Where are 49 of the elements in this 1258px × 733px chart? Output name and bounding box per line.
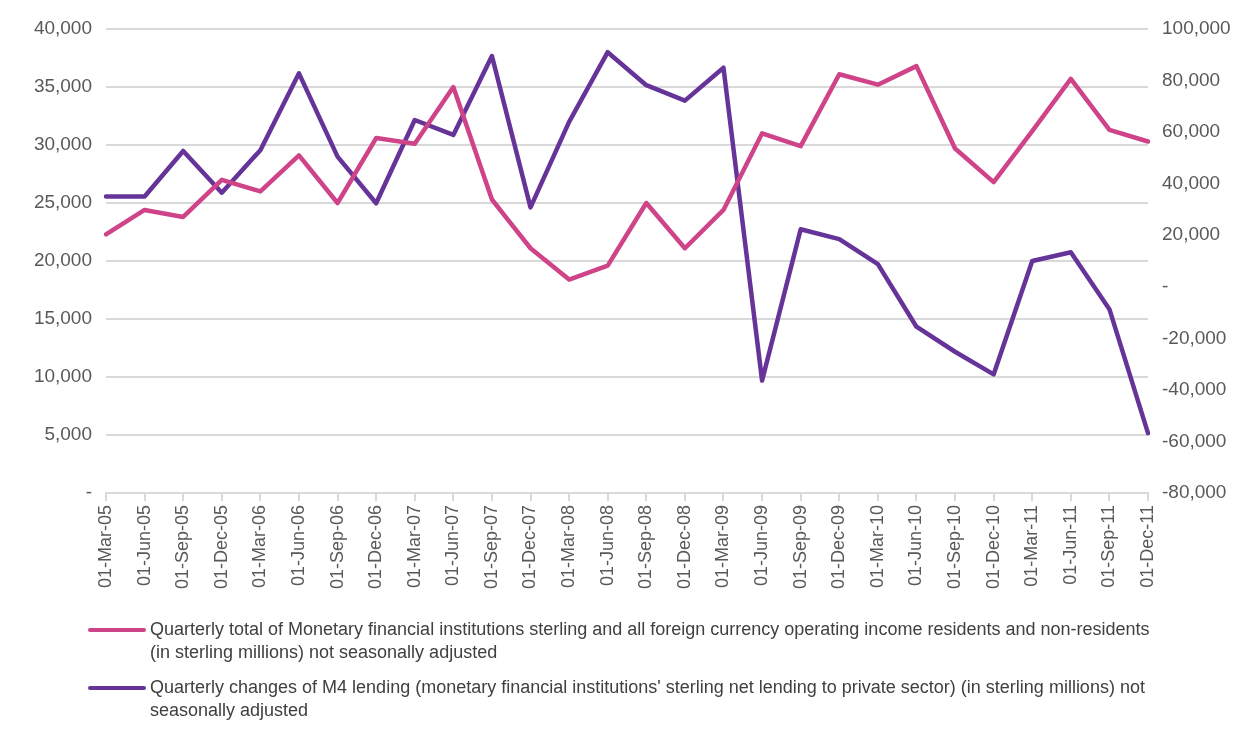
x-tick-label: 01-Jun-05 [133, 505, 154, 587]
y-tick-label: 25,000 [33, 191, 92, 213]
y-tick-label: 35,000 [33, 75, 92, 97]
y-tick-label: 20,000 [33, 249, 92, 271]
x-tick-label: 01-Sep-11 [1098, 505, 1119, 588]
y-tick-label: 10,000 [33, 365, 92, 387]
x-tick-label: 01-Dec-08 [673, 505, 694, 590]
y2-tick-label: - [1162, 275, 1169, 297]
y-tick-label: - [85, 481, 92, 503]
x-tick-label: 01-Mar-06 [249, 505, 270, 589]
x-tick-label: 01-Dec-09 [828, 505, 849, 590]
x-tick-label: 01-Dec-11 [1136, 505, 1157, 588]
y2-tick-label: 60,000 [1162, 120, 1221, 142]
y2-tick-label: 40,000 [1162, 171, 1221, 193]
x-tick-label: 01-Mar-07 [403, 505, 424, 589]
y2-tick-label: 100,000 [1162, 17, 1231, 39]
y2-tick-label: 80,000 [1162, 68, 1221, 90]
y2-tick-label: -20,000 [1162, 326, 1227, 348]
x-tick-label: 01-Mar-08 [558, 505, 579, 589]
x-tick-label: 01-Mar-09 [712, 505, 733, 589]
x-tick-label: 01-Jun-10 [905, 505, 926, 587]
y-tick-label: 30,000 [33, 133, 92, 155]
legend-label: Quarterly changes of M4 lending (monetary financial institutions' sterling net lending to private sector) (in sterling millions) not seasonally adjusted [150, 676, 1146, 722]
y2-tick-label: -80,000 [1162, 481, 1227, 503]
y2-tick-label: 20,000 [1162, 223, 1221, 245]
x-tick-label: 01-Jun-06 [287, 505, 308, 587]
x-tick-label: 01-Dec-05 [210, 505, 231, 590]
y2-tick-label: -60,000 [1162, 429, 1227, 451]
x-tick-label: 01-Dec-07 [519, 505, 540, 590]
y-tick-label: 15,000 [33, 307, 92, 329]
x-tick-label: 01-Dec-10 [982, 505, 1003, 590]
x-tick-label: 01-Sep-10 [944, 505, 965, 590]
x-tick-label: 01-Dec-06 [365, 505, 386, 590]
legend-label: Quarterly total of Monetary financial institutions sterling and all foreign currency operating income residents and non-residents (in sterling millions) not seasonally adjusted [150, 618, 1151, 664]
x-tick-label: 01-Mar-10 [866, 505, 887, 589]
x-tick-label: 01-Jun-11 [1059, 505, 1080, 585]
x-tick-label: 01-Jun-08 [596, 505, 617, 587]
x-tick-label: 01-Sep-05 [172, 505, 193, 590]
y2-tick-label: -40,000 [1162, 378, 1227, 400]
x-tick-label: 01-Sep-06 [326, 505, 347, 590]
x-tick-label: 01-Mar-11 [1021, 505, 1042, 587]
x-tick-label: 01-Mar-05 [94, 505, 115, 589]
y-tick-label: 5,000 [44, 423, 92, 445]
y-tick-label: 40,000 [33, 17, 92, 39]
x-tick-label: 01-Jun-09 [751, 505, 772, 587]
x-tick-label: 01-Sep-08 [635, 505, 656, 590]
x-tick-label: 01-Sep-09 [789, 505, 810, 590]
x-tick-label: 01-Jun-07 [442, 505, 463, 587]
x-tick-label: 01-Sep-07 [480, 505, 501, 590]
